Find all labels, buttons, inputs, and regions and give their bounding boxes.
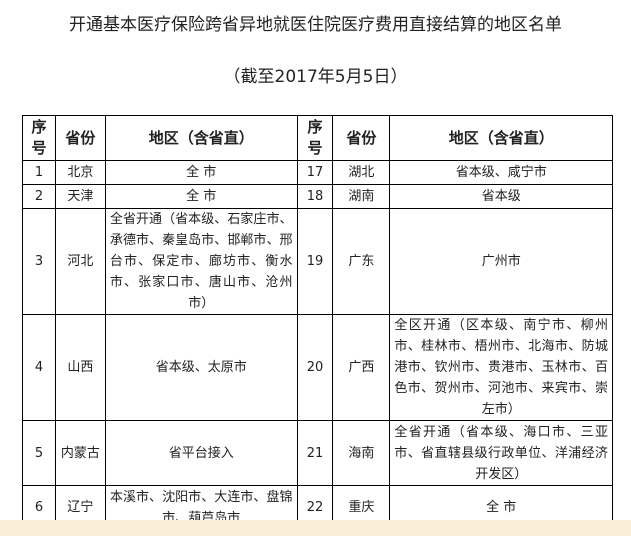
cell-no: 5 <box>22 420 56 486</box>
footer-strip <box>0 520 631 536</box>
cell-region: 省本级、太原市 <box>104 314 298 421</box>
cell-no: 17 <box>296 160 334 185</box>
cell-no: 1 <box>22 160 56 185</box>
page-title: 开通基本医疗保险跨省异地就医住院医疗费用直接结算的地区名单 <box>69 15 562 35</box>
cell-no: 21 <box>296 420 334 486</box>
cell-province: 湖南 <box>332 184 391 209</box>
header-province: 省份 <box>332 115 391 161</box>
header-region: 地区（含省直） <box>104 115 298 161</box>
table-row: 5 内蒙古 省平台接入 21 海南 全省开通（省本级、海口市、三亚市、省直辖县级行政单位、… <box>22 420 613 486</box>
date-subtitle: （截至2017年5月5日） <box>223 67 408 87</box>
cell-region: 省本级、咸宁市 <box>389 160 613 185</box>
cell-province: 广西 <box>332 314 391 421</box>
cell-province: 天津 <box>54 184 106 209</box>
cell-region: 全省开通（省本级、海口市、三亚市、省直辖县级行政单位、洋浦经济开发区） <box>389 420 613 486</box>
region-table: 序号 省份 地区（含省直） 序号 省份 地区（含省直） 1 北京全 市 17 湖北 省本… <box>22 115 613 530</box>
cell-province: 海南 <box>332 420 391 486</box>
cell-province: 广东 <box>332 208 391 315</box>
cell-region: 省平台接入 <box>104 420 298 486</box>
cell-region: 全省开通（省本级、石家庄市、承德市、秦皇岛市、邯郸市、邢台市、保定市、廊坊市、衡… <box>104 208 298 315</box>
cell-no: 3 <box>22 208 56 315</box>
table-header: 序号 省份 地区（含省直） 序号 省份 地区（含省直） <box>22 115 613 161</box>
table-row: 4 山西 省本级、太原市 20 广西 全区开通（区本级、南宁市、柳州市、桂林市、梧州市、北… <box>22 314 613 421</box>
table-row: 2 天津全 市 18 湖南 省本级 <box>22 184 613 209</box>
cell-region: 省本级 <box>389 184 613 209</box>
header-no: 序号 <box>22 115 56 161</box>
cell-region: 全区开通（区本级、南宁市、柳州市、桂林市、梧州市、北海市、防城港市、钦州市、贵港… <box>389 314 613 421</box>
header-region: 地区（含省直） <box>389 115 613 161</box>
table-row: 3 河北 全省开通（省本级、石家庄市、承德市、秦皇岛市、邯郸市、邢台市、保定市、廊坊… <box>22 208 613 315</box>
cell-no: 18 <box>296 184 334 209</box>
cell-no: 19 <box>296 208 334 315</box>
cell-province: 湖北 <box>332 160 391 185</box>
cell-province: 北京 <box>54 160 106 185</box>
cell-province: 内蒙古 <box>54 420 106 486</box>
header-no: 序号 <box>296 115 334 161</box>
cell-no: 2 <box>22 184 56 209</box>
cell-province: 河北 <box>54 208 106 315</box>
cell-no: 4 <box>22 314 56 421</box>
cell-region: 广州市 <box>389 208 613 315</box>
cell-region: 全 市 <box>104 160 298 185</box>
table-row: 1 北京全 市 17 湖北 省本级、咸宁市 <box>22 160 613 185</box>
cell-province: 山西 <box>54 314 106 421</box>
cell-no: 20 <box>296 314 334 421</box>
header-province: 省份 <box>54 115 106 161</box>
cell-region: 全 市 <box>104 184 298 209</box>
